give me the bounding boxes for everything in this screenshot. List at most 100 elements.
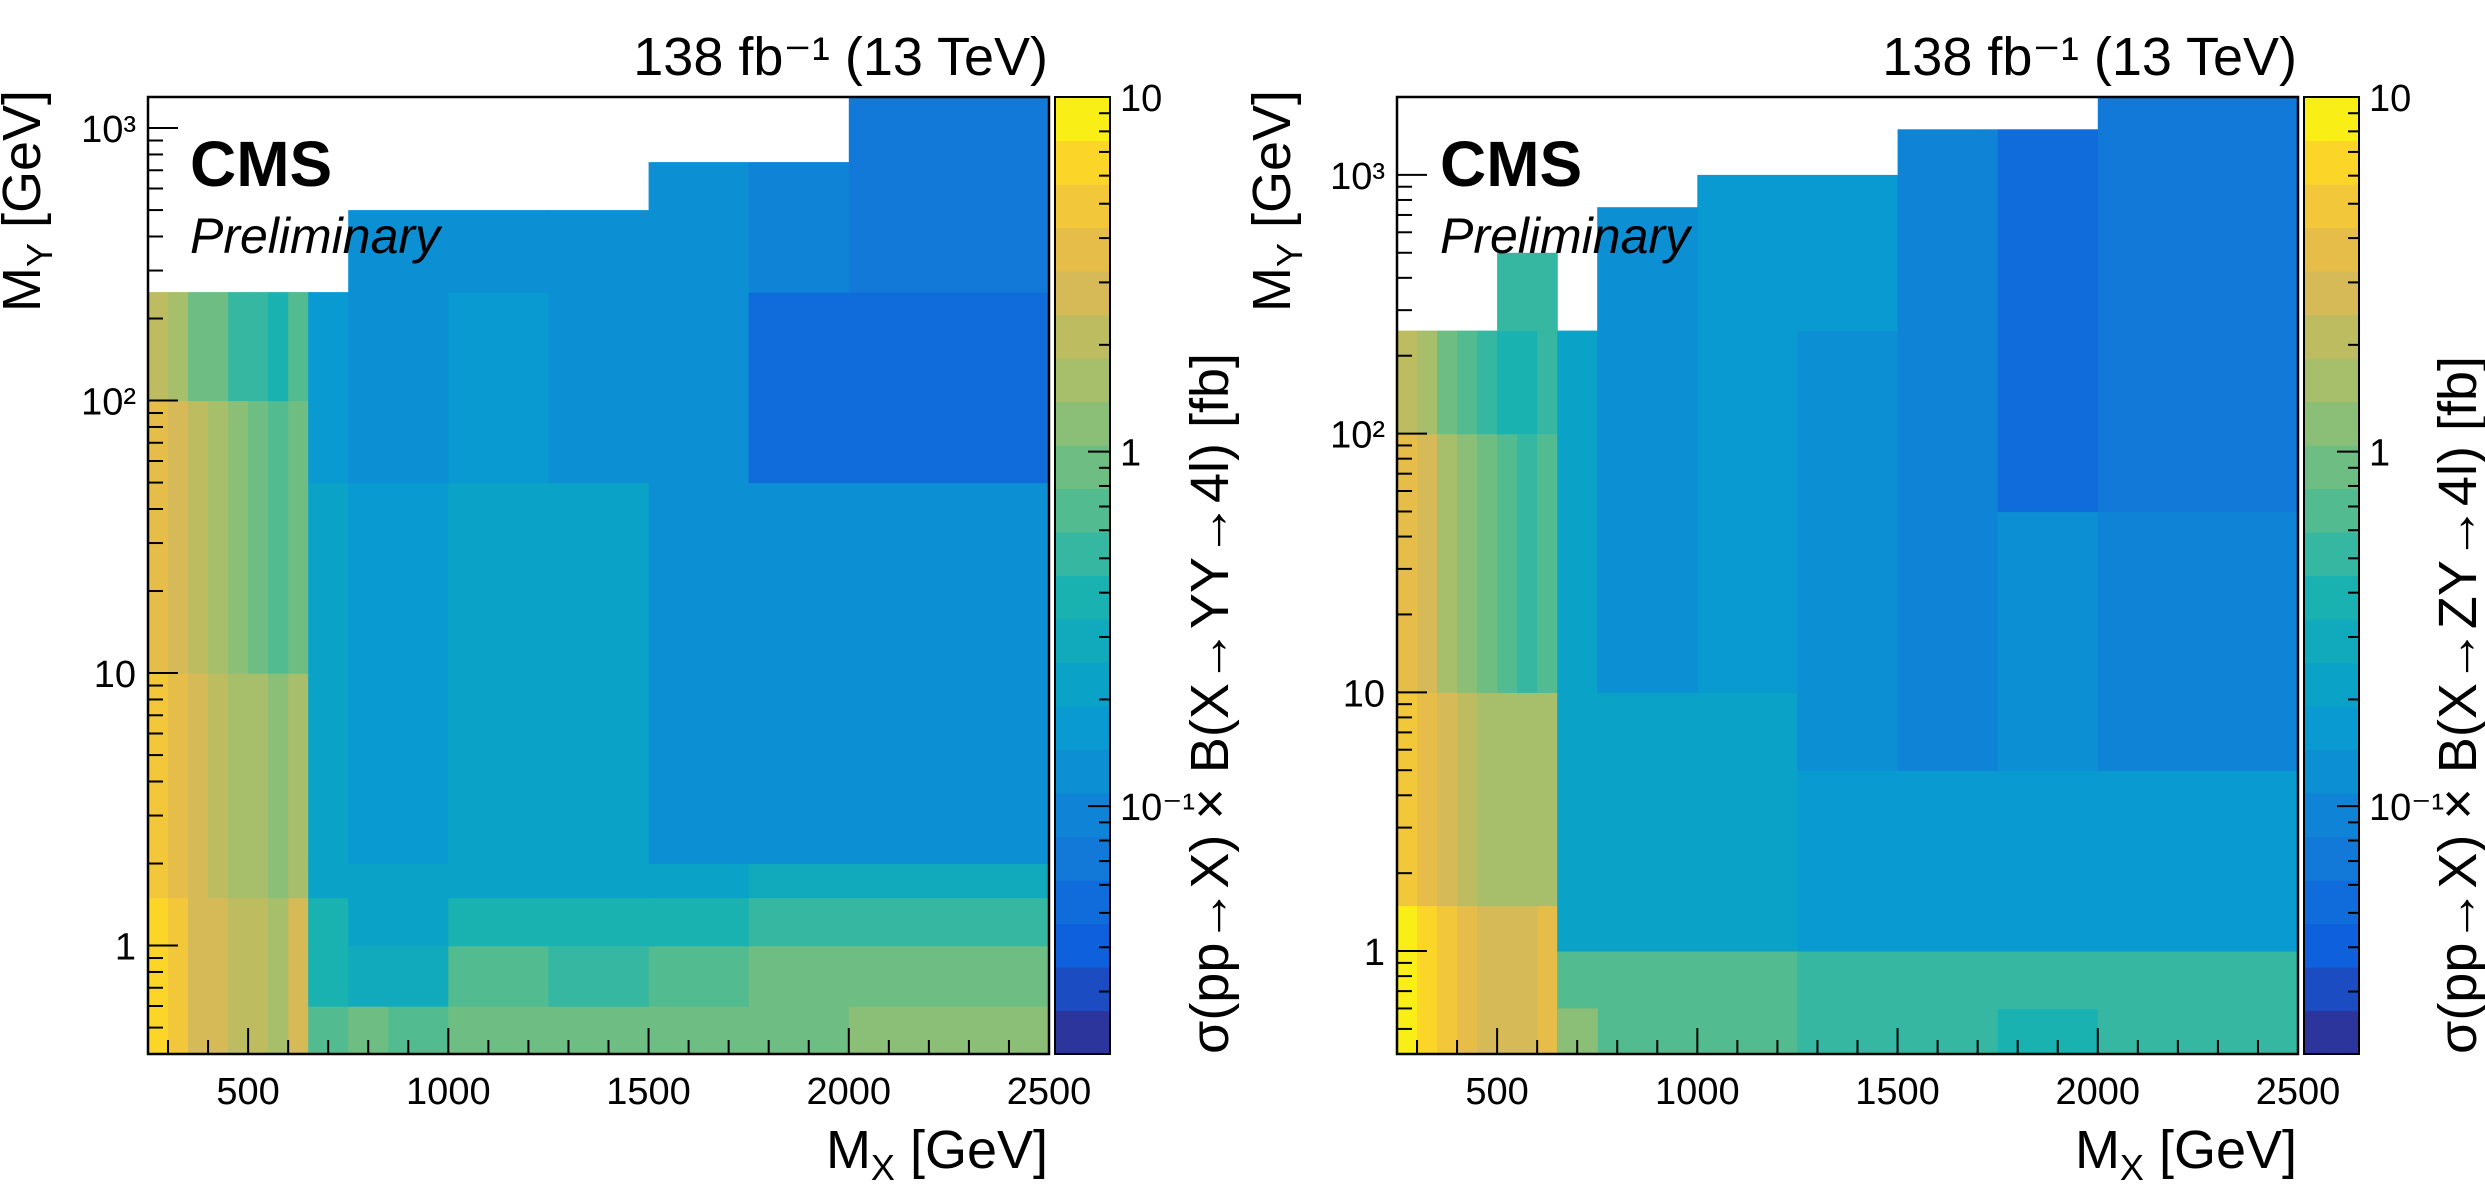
cms-label: CMS (1440, 128, 1582, 200)
heatmap-cell (288, 897, 309, 1055)
y-axis: 1 10 10² 10³ (1330, 96, 1427, 1055)
heatmap-cell (288, 292, 309, 402)
color-bar-band (1055, 706, 1110, 751)
x-tick-label: 1500 (1855, 1071, 1940, 1113)
heatmap-cell (208, 897, 229, 1055)
heatmap-cell (748, 292, 850, 484)
heatmap-cell (1557, 692, 1698, 952)
heatmap-cell (1517, 330, 1538, 435)
heatmap-cell (168, 292, 189, 402)
heatmap-cell (188, 673, 209, 899)
heatmap-cell (848, 945, 1050, 1007)
heatmap-cell (1697, 330, 1798, 693)
heatmap-cell (308, 945, 349, 1007)
x-axis-label: MX [GeV] (2075, 1120, 2297, 1188)
heatmap-cell (188, 292, 209, 402)
heatmap-cell (348, 210, 549, 293)
heatmap-cell (1537, 433, 1558, 693)
heatmap-cell (228, 673, 249, 899)
heatmap-cell (1517, 905, 1538, 1055)
heatmap-cell (1457, 330, 1478, 435)
heatmap-cell (2097, 511, 2299, 771)
heatmap-cell (548, 482, 650, 865)
heatmap-cell (348, 482, 449, 865)
lumi-label-left: 138 fb⁻¹ (13 TeV) (633, 27, 1048, 87)
x-axis: 500 1000 1500 2000 2500 (1416, 1028, 2340, 1113)
heatmap-cell (268, 897, 289, 1055)
y-axis-label: MY [GeV] (0, 90, 60, 312)
heatmap-cell (1437, 692, 1458, 907)
color-bar-band (2304, 532, 2359, 577)
heatmap-cell (648, 897, 750, 947)
heatmap-cell (1397, 692, 1418, 907)
heatmap-cell (548, 292, 650, 484)
heatmap-cell (248, 673, 269, 899)
color-bar-band (2304, 271, 2359, 316)
color-bar-band (1055, 749, 1110, 794)
color-bar-band (2304, 619, 2359, 664)
color-bar-band (2304, 923, 2359, 968)
heatmap-cell (1497, 330, 1518, 435)
x-tick-label: 2000 (2056, 1071, 2141, 1113)
color-bar-band (1055, 314, 1110, 359)
color-bar-band (2304, 227, 2359, 272)
heatmap-cell (208, 400, 229, 674)
heatmap-cell (848, 897, 1050, 947)
x-tick-label: 2000 (807, 1071, 892, 1113)
heatmap-cell (1417, 905, 1438, 1055)
heatmap-cell (1537, 692, 1558, 907)
heatmap-cell (288, 673, 309, 899)
heatmap-cell (308, 482, 349, 865)
color-bar-band (2304, 358, 2359, 403)
color-bar: 10⁻¹ 1 10 (1054, 78, 1195, 1055)
heatmap-cell (1557, 330, 1598, 693)
heatmap-cell (1477, 905, 1498, 1055)
color-bar-band (2304, 836, 2359, 881)
heatmap-cell (1897, 770, 1999, 952)
heatmap-cell (268, 400, 289, 674)
heatmap-cell (648, 162, 750, 293)
heatmap-cell (1417, 433, 1438, 693)
heatmap-cell (168, 673, 189, 899)
heatmap-cell (208, 292, 229, 402)
color-bar-band (2304, 140, 2359, 185)
heatmap-cell (1477, 433, 1498, 693)
heatmap-cell (1477, 692, 1498, 907)
heatmap-cell (228, 897, 249, 1055)
heatmap-cell (1897, 129, 1999, 332)
heatmap-cell (188, 897, 209, 1055)
heatmap-cell (1437, 905, 1458, 1055)
heatmap-cell (1437, 433, 1458, 693)
heatmap-cell (748, 162, 850, 293)
heatmap-cell (748, 863, 850, 899)
color-bar-frame (2303, 96, 2360, 1055)
x-axis: 500 1000 1500 2000 2500 (167, 1028, 1092, 1113)
y-tick-label: 10² (1330, 415, 1385, 457)
x-tick-label: 1000 (1655, 1071, 1740, 1113)
preliminary-label: Preliminary (190, 208, 443, 264)
heatmap-cell (228, 292, 249, 402)
heatmap-cell (548, 1006, 650, 1055)
heatmap-cell (308, 292, 349, 484)
heatmap-cell (388, 1006, 449, 1055)
heatmap-cell (1597, 207, 1698, 332)
z-tick-label: 10⁻¹ (1120, 787, 1195, 829)
heatmap-cell (168, 897, 189, 1055)
heatmap-cell (2097, 770, 2299, 952)
heatmap-cell (1697, 692, 1798, 952)
heatmap-cell (308, 897, 349, 947)
heatmap-cell (1417, 330, 1438, 435)
heatmap-cell (1497, 433, 1518, 693)
heatmap-cell (1597, 330, 1638, 693)
heatmap-cell (268, 292, 289, 402)
heatmap-cell (248, 897, 269, 1055)
heatmap-cell (648, 292, 750, 484)
x-tick-label: 2500 (1007, 1071, 1092, 1113)
color-bar-band (2304, 880, 2359, 925)
heatmap-cell (448, 945, 549, 1007)
color-bar-band (1055, 967, 1110, 1012)
heatmap-cell (148, 292, 169, 402)
heatmap-cell (1517, 433, 1538, 693)
z-tick-label: 10 (1120, 78, 1162, 120)
